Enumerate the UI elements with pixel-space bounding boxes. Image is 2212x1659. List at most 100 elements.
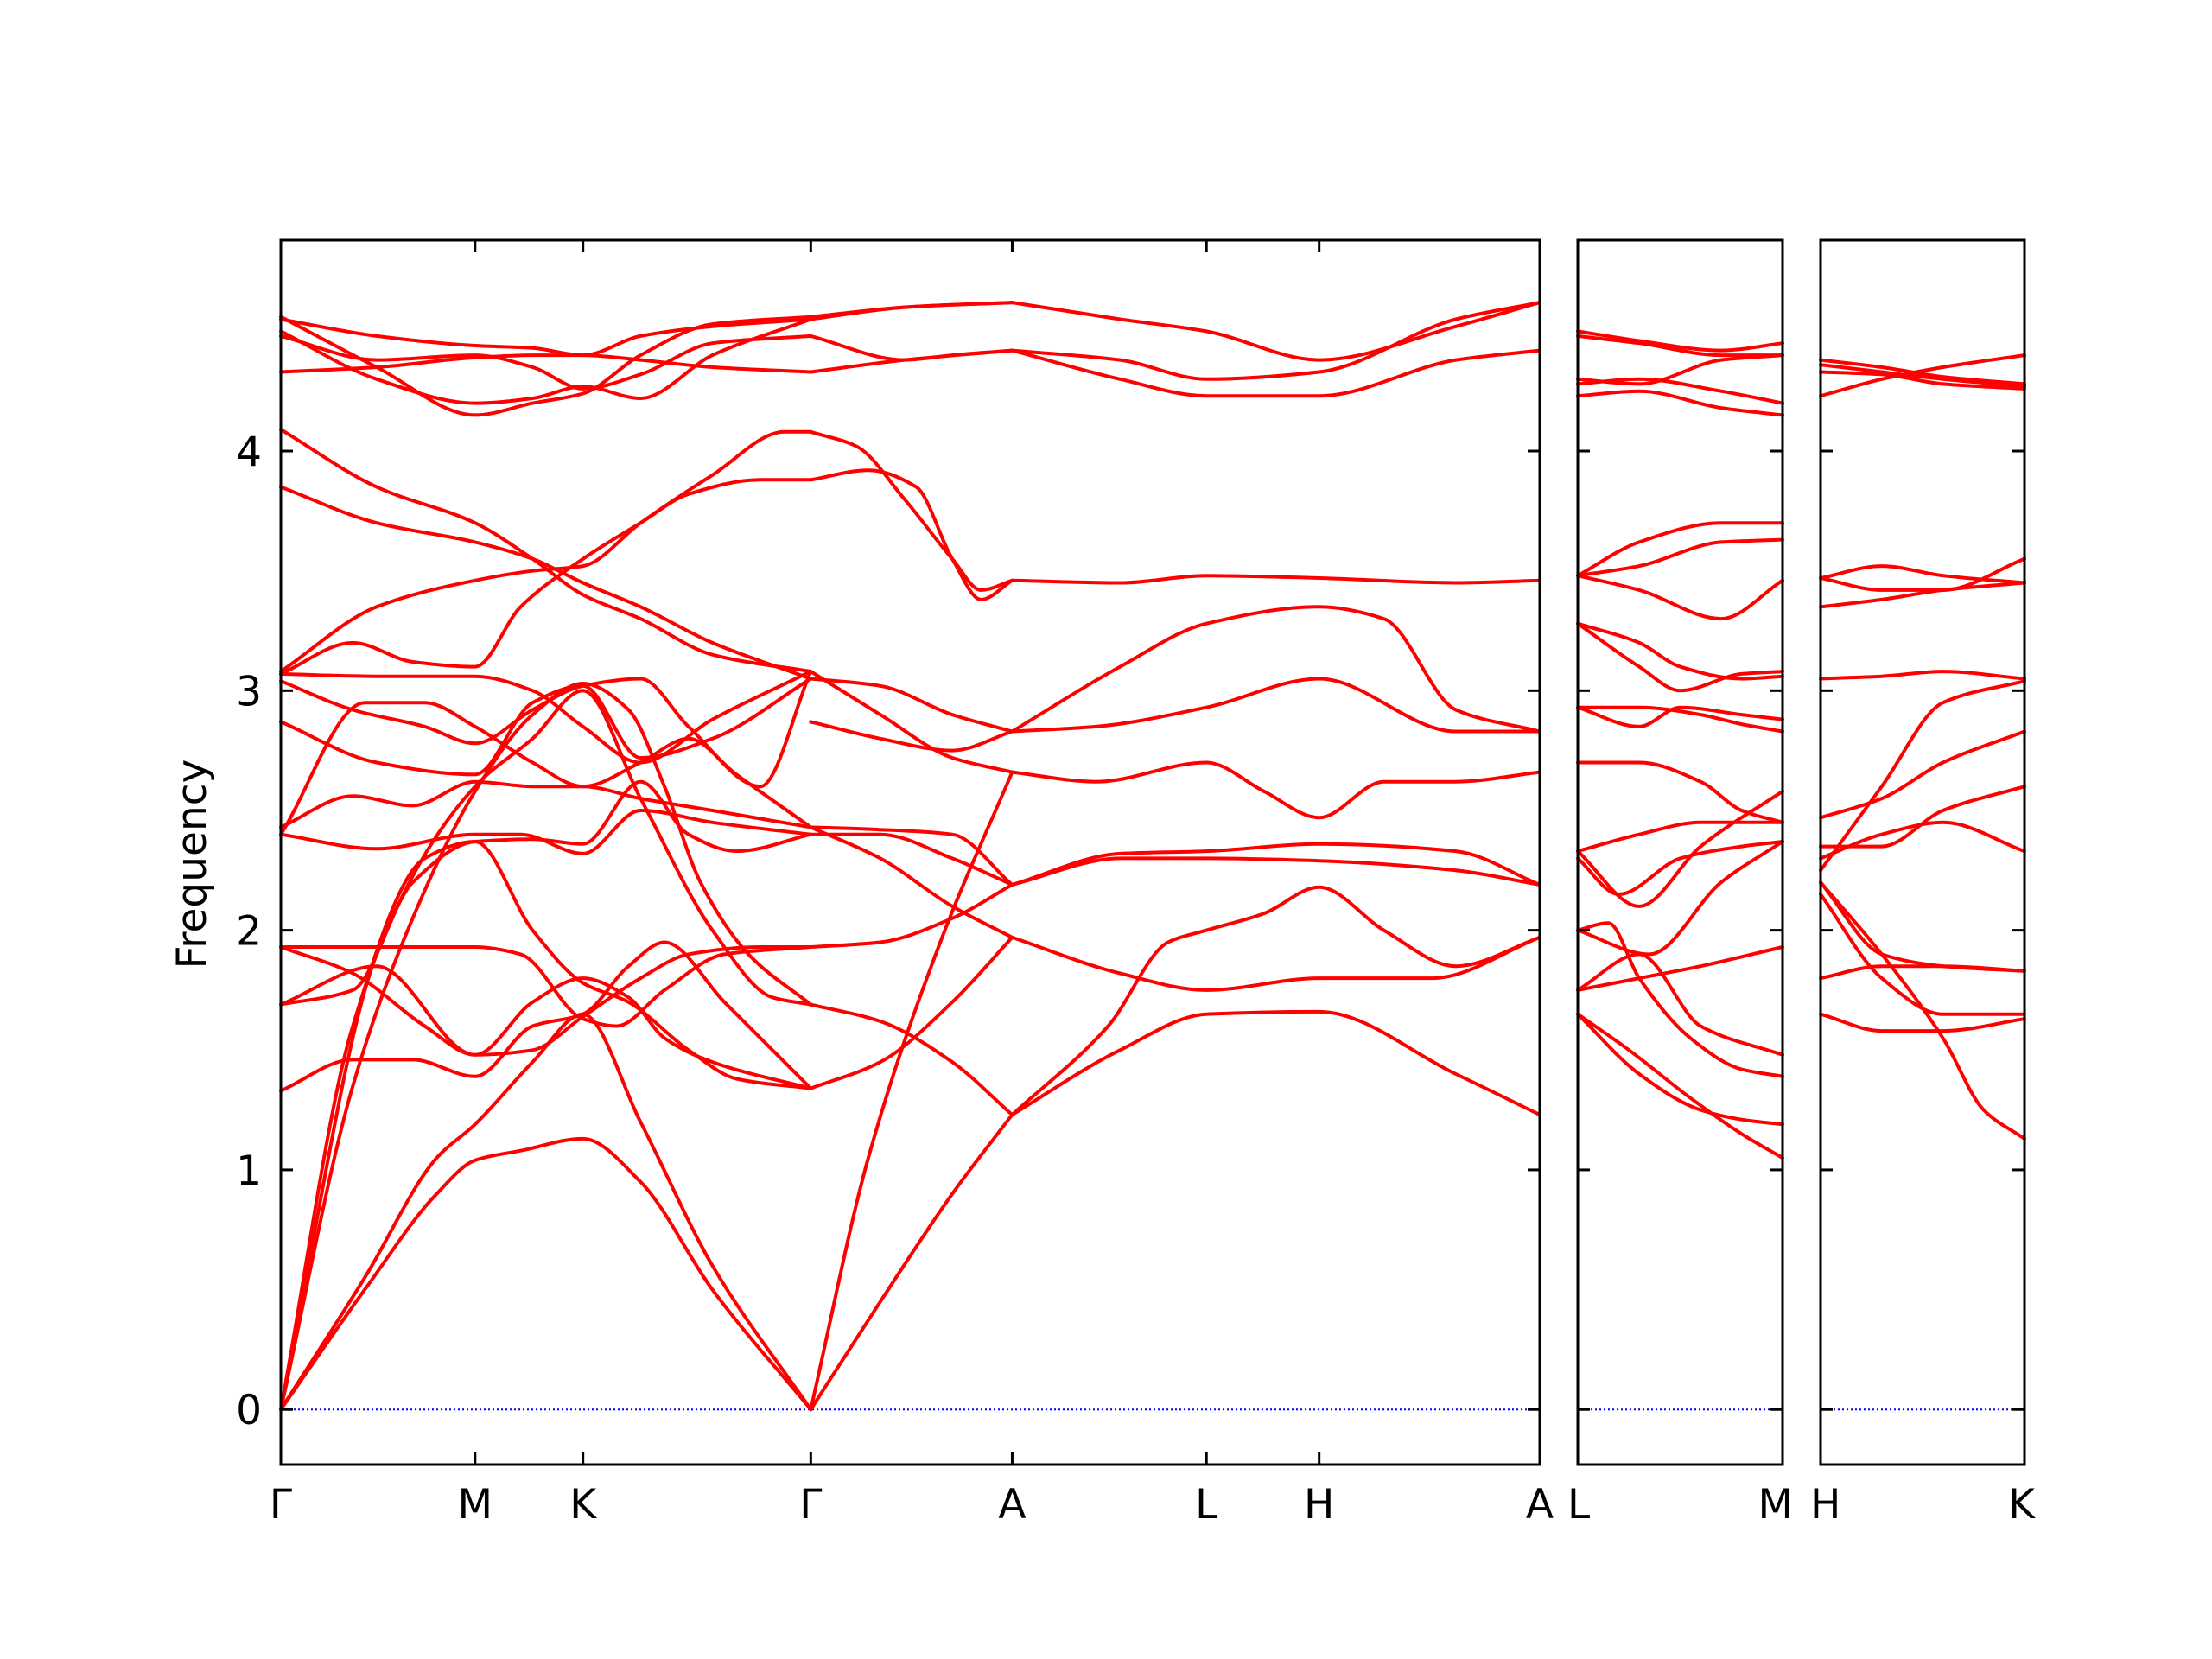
band-line: [809, 825, 1014, 939]
y-tick-label: 3: [236, 668, 262, 715]
band-line: [1819, 679, 2026, 873]
band-line: [809, 720, 1014, 753]
band-line: [1819, 893, 2026, 1016]
band-line: [279, 677, 813, 777]
band-line: [1010, 760, 1541, 820]
band-line: [1010, 935, 1541, 992]
band-line: [809, 670, 1014, 774]
panel-frame: [1819, 238, 2026, 1466]
band-line: [1819, 363, 2026, 389]
band-line: [279, 944, 813, 1028]
band-line: [1576, 760, 1784, 824]
band-line: [1819, 370, 2026, 391]
band-line: [1010, 885, 1541, 1117]
band-line: [279, 478, 813, 676]
band-line: [809, 825, 1014, 887]
band-line: [1819, 670, 2026, 681]
x-tick-label: H: [1304, 1481, 1334, 1529]
band-line: [1576, 921, 1784, 1078]
band-line: [1010, 301, 1541, 362]
x-tick-label: K: [569, 1481, 597, 1529]
band-line: [1576, 537, 1784, 578]
y-tick-label: 2: [236, 908, 262, 956]
band-line: [809, 882, 1014, 949]
band-line: [279, 670, 813, 765]
band-line: [1576, 952, 1784, 1057]
x-tick-label: M: [1758, 1481, 1793, 1529]
band-line: [279, 317, 813, 358]
band-line: [1010, 605, 1541, 734]
band-line: [1576, 1012, 1784, 1160]
band-line: [279, 428, 813, 674]
band-line: [1576, 820, 1784, 854]
band-line: [1010, 677, 1541, 734]
band-line: [1576, 574, 1784, 621]
band-line: [809, 1113, 1014, 1412]
band-line: [1576, 789, 1784, 908]
y-tick-label: 1: [236, 1147, 262, 1195]
band-line: [279, 840, 813, 1412]
band-line: [809, 677, 1014, 734]
band-line: [279, 779, 813, 830]
y-tick-label: 4: [236, 429, 262, 476]
band-line: [809, 935, 1014, 1090]
band-line: [279, 429, 813, 674]
band-line: [1010, 348, 1541, 398]
band-line: [1576, 329, 1784, 353]
panel-frame: [1576, 238, 1784, 1466]
band-line: [1819, 581, 2026, 609]
band-line: [279, 1012, 813, 1412]
band-line: [809, 468, 1014, 601]
x-tick-label: A: [1526, 1481, 1554, 1529]
band-line: [1576, 353, 1784, 386]
band-line: [809, 832, 1014, 887]
band-line: [1819, 729, 2026, 820]
band-line: [279, 485, 813, 681]
band-line: [1010, 856, 1541, 887]
band-line: [279, 315, 813, 417]
band-line: [279, 945, 813, 1090]
band-line: [279, 779, 813, 1007]
band-line: [1819, 1012, 2026, 1033]
band-line: [1819, 564, 2026, 585]
band-line: [1576, 945, 1784, 992]
x-tick-label: Γ: [270, 1481, 292, 1529]
panel-frame: [279, 238, 1541, 1466]
band-line: [1819, 880, 2026, 973]
band-line: [1576, 521, 1784, 578]
band-line: [279, 317, 813, 405]
band-line: [279, 1136, 813, 1412]
band-line: [1819, 880, 2026, 1141]
band-line: [809, 301, 1014, 319]
band-line: [279, 670, 813, 789]
band-line: [1819, 785, 2026, 849]
band-line: [1010, 301, 1541, 381]
x-tick-label: L: [1195, 1481, 1217, 1529]
y-axis-label: Frequency: [168, 760, 216, 969]
band-line: [1576, 621, 1784, 681]
band-line: [1576, 621, 1784, 693]
band-line: [279, 334, 813, 391]
band-line: [1576, 840, 1784, 957]
x-tick-label: K: [2008, 1481, 2036, 1529]
band-line: [279, 945, 813, 1057]
band-line: [1010, 842, 1541, 887]
band-line: [809, 429, 1014, 592]
band-line: [1010, 1009, 1541, 1117]
band-line: [1576, 705, 1784, 728]
band-line: [1819, 358, 2026, 386]
band-line: [809, 334, 1014, 362]
x-tick-label: H: [1810, 1481, 1840, 1529]
band-line: [279, 689, 813, 1412]
x-tick-label: M: [458, 1481, 493, 1529]
band-line: [809, 1002, 1014, 1117]
band-line: [1010, 574, 1541, 585]
x-tick-label: L: [1567, 1481, 1590, 1529]
band-line: [279, 682, 813, 1412]
band-line: [1576, 705, 1784, 734]
band-line: [1576, 840, 1784, 896]
band-line: [1576, 1012, 1784, 1127]
